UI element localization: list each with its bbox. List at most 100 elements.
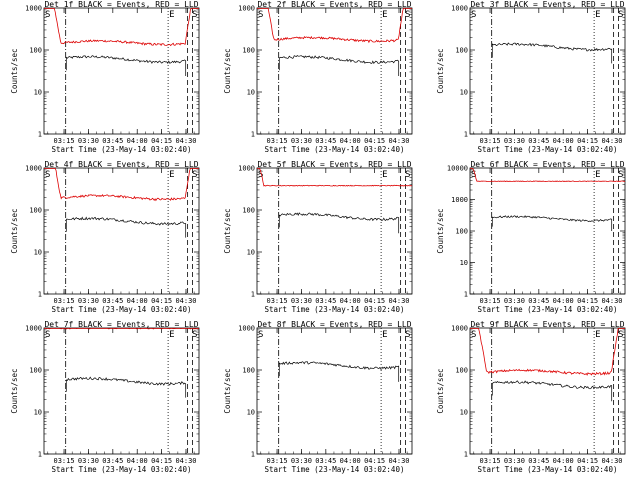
y-tick-label: 1 <box>38 291 42 299</box>
end-marker: E <box>382 330 387 340</box>
y-tick-label: 10 <box>34 89 42 97</box>
x-tick-label: 03:15 <box>480 297 501 305</box>
end-marker: E <box>595 170 600 180</box>
y-tick-label: 10 <box>34 249 42 257</box>
y-tick-label: 1 <box>464 291 468 299</box>
plot-frame <box>43 7 200 135</box>
y-tick-label: 100 <box>242 207 255 215</box>
panel-det-9: Det 9f BLACK = Events, RED = LLD 1 10 100 10… <box>436 320 626 474</box>
y-tick-label: 100 <box>455 228 468 236</box>
panel-det-7: Det 7f BLACK = Events, RED = LLD 1 10 100 10… <box>10 320 200 474</box>
end-marker: E <box>169 170 174 180</box>
panel-title: Det 5f BLACK = Events, RED = LLD <box>257 160 411 169</box>
x-tick-label: 04:15 <box>364 137 385 145</box>
x-tick-label: 03:45 <box>315 297 336 305</box>
end-marker: E <box>595 330 600 340</box>
x-tick-label: 03:15 <box>267 137 288 145</box>
panel-title: Det 4f BLACK = Events, RED = LLD <box>44 160 198 169</box>
y-tick-label: 10 <box>460 409 468 417</box>
y-axis-label: Counts/sec <box>436 208 445 253</box>
x-tick-label: 04:15 <box>577 457 598 465</box>
x-axis-label: Start Time (23-May-14 03:02:40) <box>478 145 618 154</box>
start-marker: S <box>258 10 263 20</box>
end-marker: E <box>169 10 174 20</box>
plot-frame <box>469 7 626 135</box>
x-tick-label: 04:15 <box>364 457 385 465</box>
x-tick-label: 03:30 <box>504 457 525 465</box>
y-tick-label: 1 <box>38 451 42 459</box>
plot-frame <box>469 327 626 455</box>
x-tick-label: 04:00 <box>127 137 148 145</box>
y-tick-label: 1000 <box>238 5 255 13</box>
y-tick-label: 1000 <box>238 165 255 173</box>
y-tick-label: 10 <box>247 89 255 97</box>
x-tick-label: 04:15 <box>151 457 172 465</box>
events-trace <box>491 215 613 231</box>
y-tick-label: 10 <box>460 89 468 97</box>
plot-frame <box>43 327 200 455</box>
panel-det-6: Det 6f BLACK = Events, RED = LLD 1 10 100 10… <box>436 160 626 314</box>
x-tick-label: 04:30 <box>601 137 622 145</box>
panel-det-3: Det 3f BLACK = Events, RED = LLD 1 10 100 10… <box>436 0 626 154</box>
x-tick-label: 03:15 <box>267 297 288 305</box>
x-tick-label: 03:30 <box>291 137 312 145</box>
x-axis-label: Start Time (23-May-14 03:02:40) <box>265 145 405 154</box>
x-tick-label: 04:15 <box>577 297 598 305</box>
panel-title: Det 7f BLACK = Events, RED = LLD <box>44 320 198 329</box>
x-tick-label: 04:00 <box>127 457 148 465</box>
x-tick-label: 03:30 <box>291 457 312 465</box>
y-axis-label: Counts/sec <box>223 208 232 253</box>
x-tick-label: 03:45 <box>315 137 336 145</box>
events-trace <box>65 55 187 76</box>
y-axis-label: Counts/sec <box>223 48 232 93</box>
start-marker: S <box>258 330 263 340</box>
x-tick-label: 03:30 <box>78 457 99 465</box>
panel-det-8: Det 8f BLACK = Events, RED = LLD 1 10 100 10… <box>223 320 413 474</box>
y-tick-label: 10 <box>247 409 255 417</box>
y-axis-label: Counts/sec <box>10 368 19 413</box>
start-marker: S <box>471 170 476 180</box>
events-trace <box>65 376 187 398</box>
x-tick-label: 04:00 <box>553 457 574 465</box>
y-tick-label: 100 <box>29 207 42 215</box>
panel-det-1: Det 1f BLACK = Events, RED = LLD 1 10 100 10… <box>10 0 200 154</box>
panel-title: Det 9f BLACK = Events, RED = LLD <box>470 320 624 329</box>
y-tick-label: 100 <box>242 47 255 55</box>
x-axis-label: Start Time (23-May-14 03:02:40) <box>265 305 405 314</box>
x-tick-label: 04:30 <box>601 297 622 305</box>
y-tick-label: 100 <box>242 367 255 375</box>
x-tick-label: 03:45 <box>528 297 549 305</box>
events-trace <box>278 361 400 382</box>
panel-det-4: Det 4f BLACK = Events, RED = LLD 1 10 100 10… <box>10 160 200 314</box>
start-marker: S <box>471 330 476 340</box>
y-tick-label: 1000 <box>451 5 468 13</box>
y-axis-label: Counts/sec <box>223 368 232 413</box>
end-marker: E <box>595 10 600 20</box>
events-trace <box>491 380 613 402</box>
lld-trace <box>257 168 413 187</box>
y-tick-label: 1 <box>251 131 255 139</box>
panel-title: Det 8f BLACK = Events, RED = LLD <box>257 320 411 329</box>
start-marker: S <box>405 170 410 180</box>
start-marker: S <box>45 170 50 180</box>
events-trace <box>278 212 400 234</box>
y-tick-label: 10 <box>34 409 42 417</box>
y-tick-label: 1 <box>464 451 468 459</box>
y-tick-label: 10000 <box>447 165 468 173</box>
start-marker: S <box>45 330 50 340</box>
y-tick-label: 100 <box>455 367 468 375</box>
y-axis-label: Counts/sec <box>436 368 445 413</box>
start-marker: S <box>618 330 623 340</box>
start-marker: S <box>45 10 50 20</box>
x-tick-label: 04:00 <box>340 297 361 305</box>
panel-det-2: Det 2f BLACK = Events, RED = LLD 1 10 100 10… <box>223 0 413 154</box>
x-tick-label: 03:30 <box>78 297 99 305</box>
panel-title: Det 3f BLACK = Events, RED = LLD <box>470 0 624 9</box>
x-tick-label: 03:45 <box>315 457 336 465</box>
y-tick-label: 1000 <box>451 325 468 333</box>
panel-det-5: Det 5f BLACK = Events, RED = LLD 1 10 100 10… <box>223 160 413 314</box>
events-trace <box>65 216 187 238</box>
y-axis-label: Counts/sec <box>436 48 445 93</box>
y-tick-label: 1 <box>251 291 255 299</box>
